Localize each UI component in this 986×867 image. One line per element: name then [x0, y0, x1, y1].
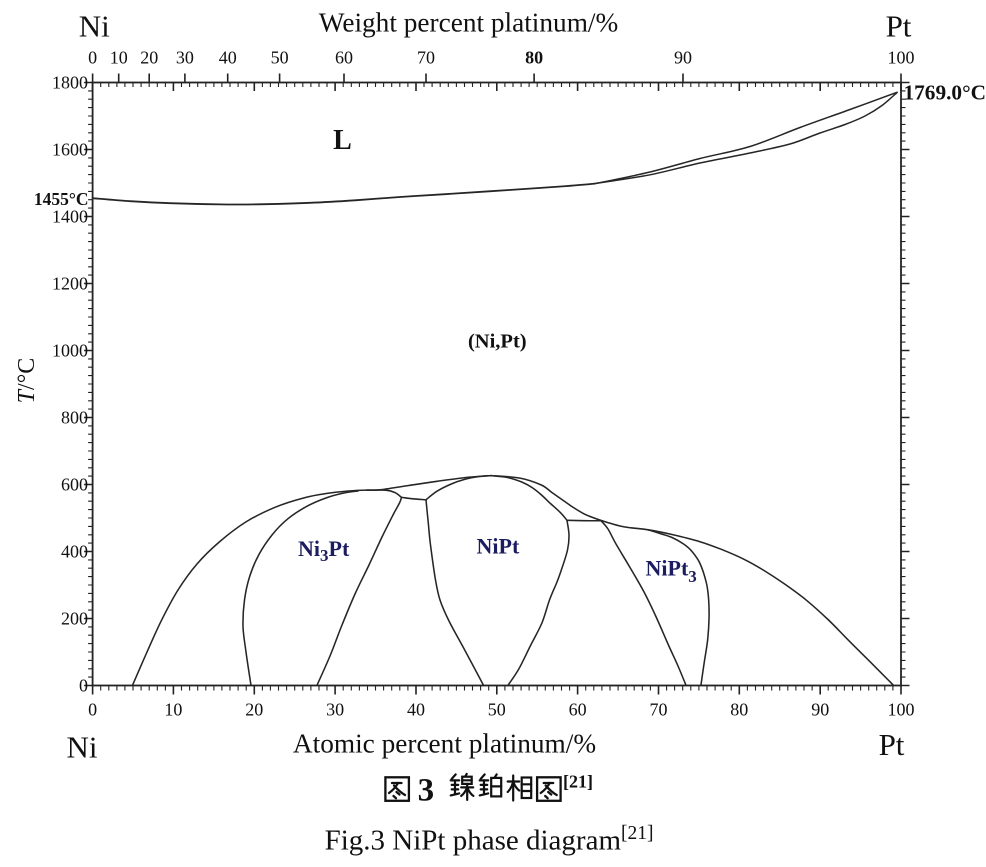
svg-text:30: 30: [326, 700, 344, 720]
svg-text:Ni: Ni: [79, 9, 110, 44]
svg-text:T/°C: T/°C: [14, 358, 40, 404]
svg-text:Atomic percent platinum/%: Atomic percent platinum/%: [293, 729, 596, 759]
svg-text:200: 200: [61, 609, 88, 629]
svg-text:Pt: Pt: [879, 727, 905, 762]
svg-text:70: 70: [650, 700, 668, 720]
svg-text:L: L: [333, 125, 352, 156]
svg-text:800: 800: [61, 408, 88, 428]
svg-text:80: 80: [525, 48, 543, 68]
svg-text:Ni: Ni: [67, 730, 98, 765]
svg-text:90: 90: [811, 700, 829, 720]
svg-text:10: 10: [110, 48, 128, 68]
svg-text:0: 0: [79, 676, 88, 696]
svg-text:NiPt: NiPt: [477, 534, 520, 559]
svg-text:40: 40: [219, 48, 237, 68]
svg-text:30: 30: [176, 48, 194, 68]
svg-text:(Ni,Pt): (Ni,Pt): [468, 330, 527, 352]
svg-text:100: 100: [888, 700, 915, 720]
svg-text:3: 3: [418, 773, 435, 809]
svg-text:1769.0°C: 1769.0°C: [904, 81, 986, 105]
svg-text:1400: 1400: [52, 207, 88, 227]
svg-text:1000: 1000: [52, 341, 88, 361]
svg-text:90: 90: [674, 48, 692, 68]
svg-text:600: 600: [61, 475, 88, 495]
svg-text:50: 50: [488, 700, 506, 720]
svg-text:1200: 1200: [52, 274, 88, 294]
svg-text:50: 50: [271, 48, 289, 68]
svg-text:Pt: Pt: [886, 9, 912, 44]
svg-text:40: 40: [407, 700, 425, 720]
svg-text:20: 20: [140, 48, 158, 68]
svg-text:Weight percent platinum/%: Weight percent platinum/%: [319, 8, 619, 38]
svg-text:60: 60: [335, 48, 353, 68]
svg-text:0: 0: [88, 700, 97, 720]
svg-text:10: 10: [164, 700, 182, 720]
svg-text:1600: 1600: [52, 140, 88, 160]
svg-text:60: 60: [569, 700, 587, 720]
svg-text:Fig.3 NiPt phase diagram[21]: Fig.3 NiPt phase diagram[21]: [325, 823, 654, 857]
svg-text:[21]: [21]: [563, 772, 593, 792]
svg-text:0: 0: [88, 48, 97, 68]
svg-text:80: 80: [730, 700, 748, 720]
svg-text:1800: 1800: [52, 73, 88, 93]
svg-text:100: 100: [888, 48, 915, 68]
svg-text:70: 70: [417, 48, 435, 68]
svg-text:400: 400: [61, 542, 88, 562]
svg-text:20: 20: [245, 700, 263, 720]
svg-text:1455°C: 1455°C: [34, 189, 89, 209]
